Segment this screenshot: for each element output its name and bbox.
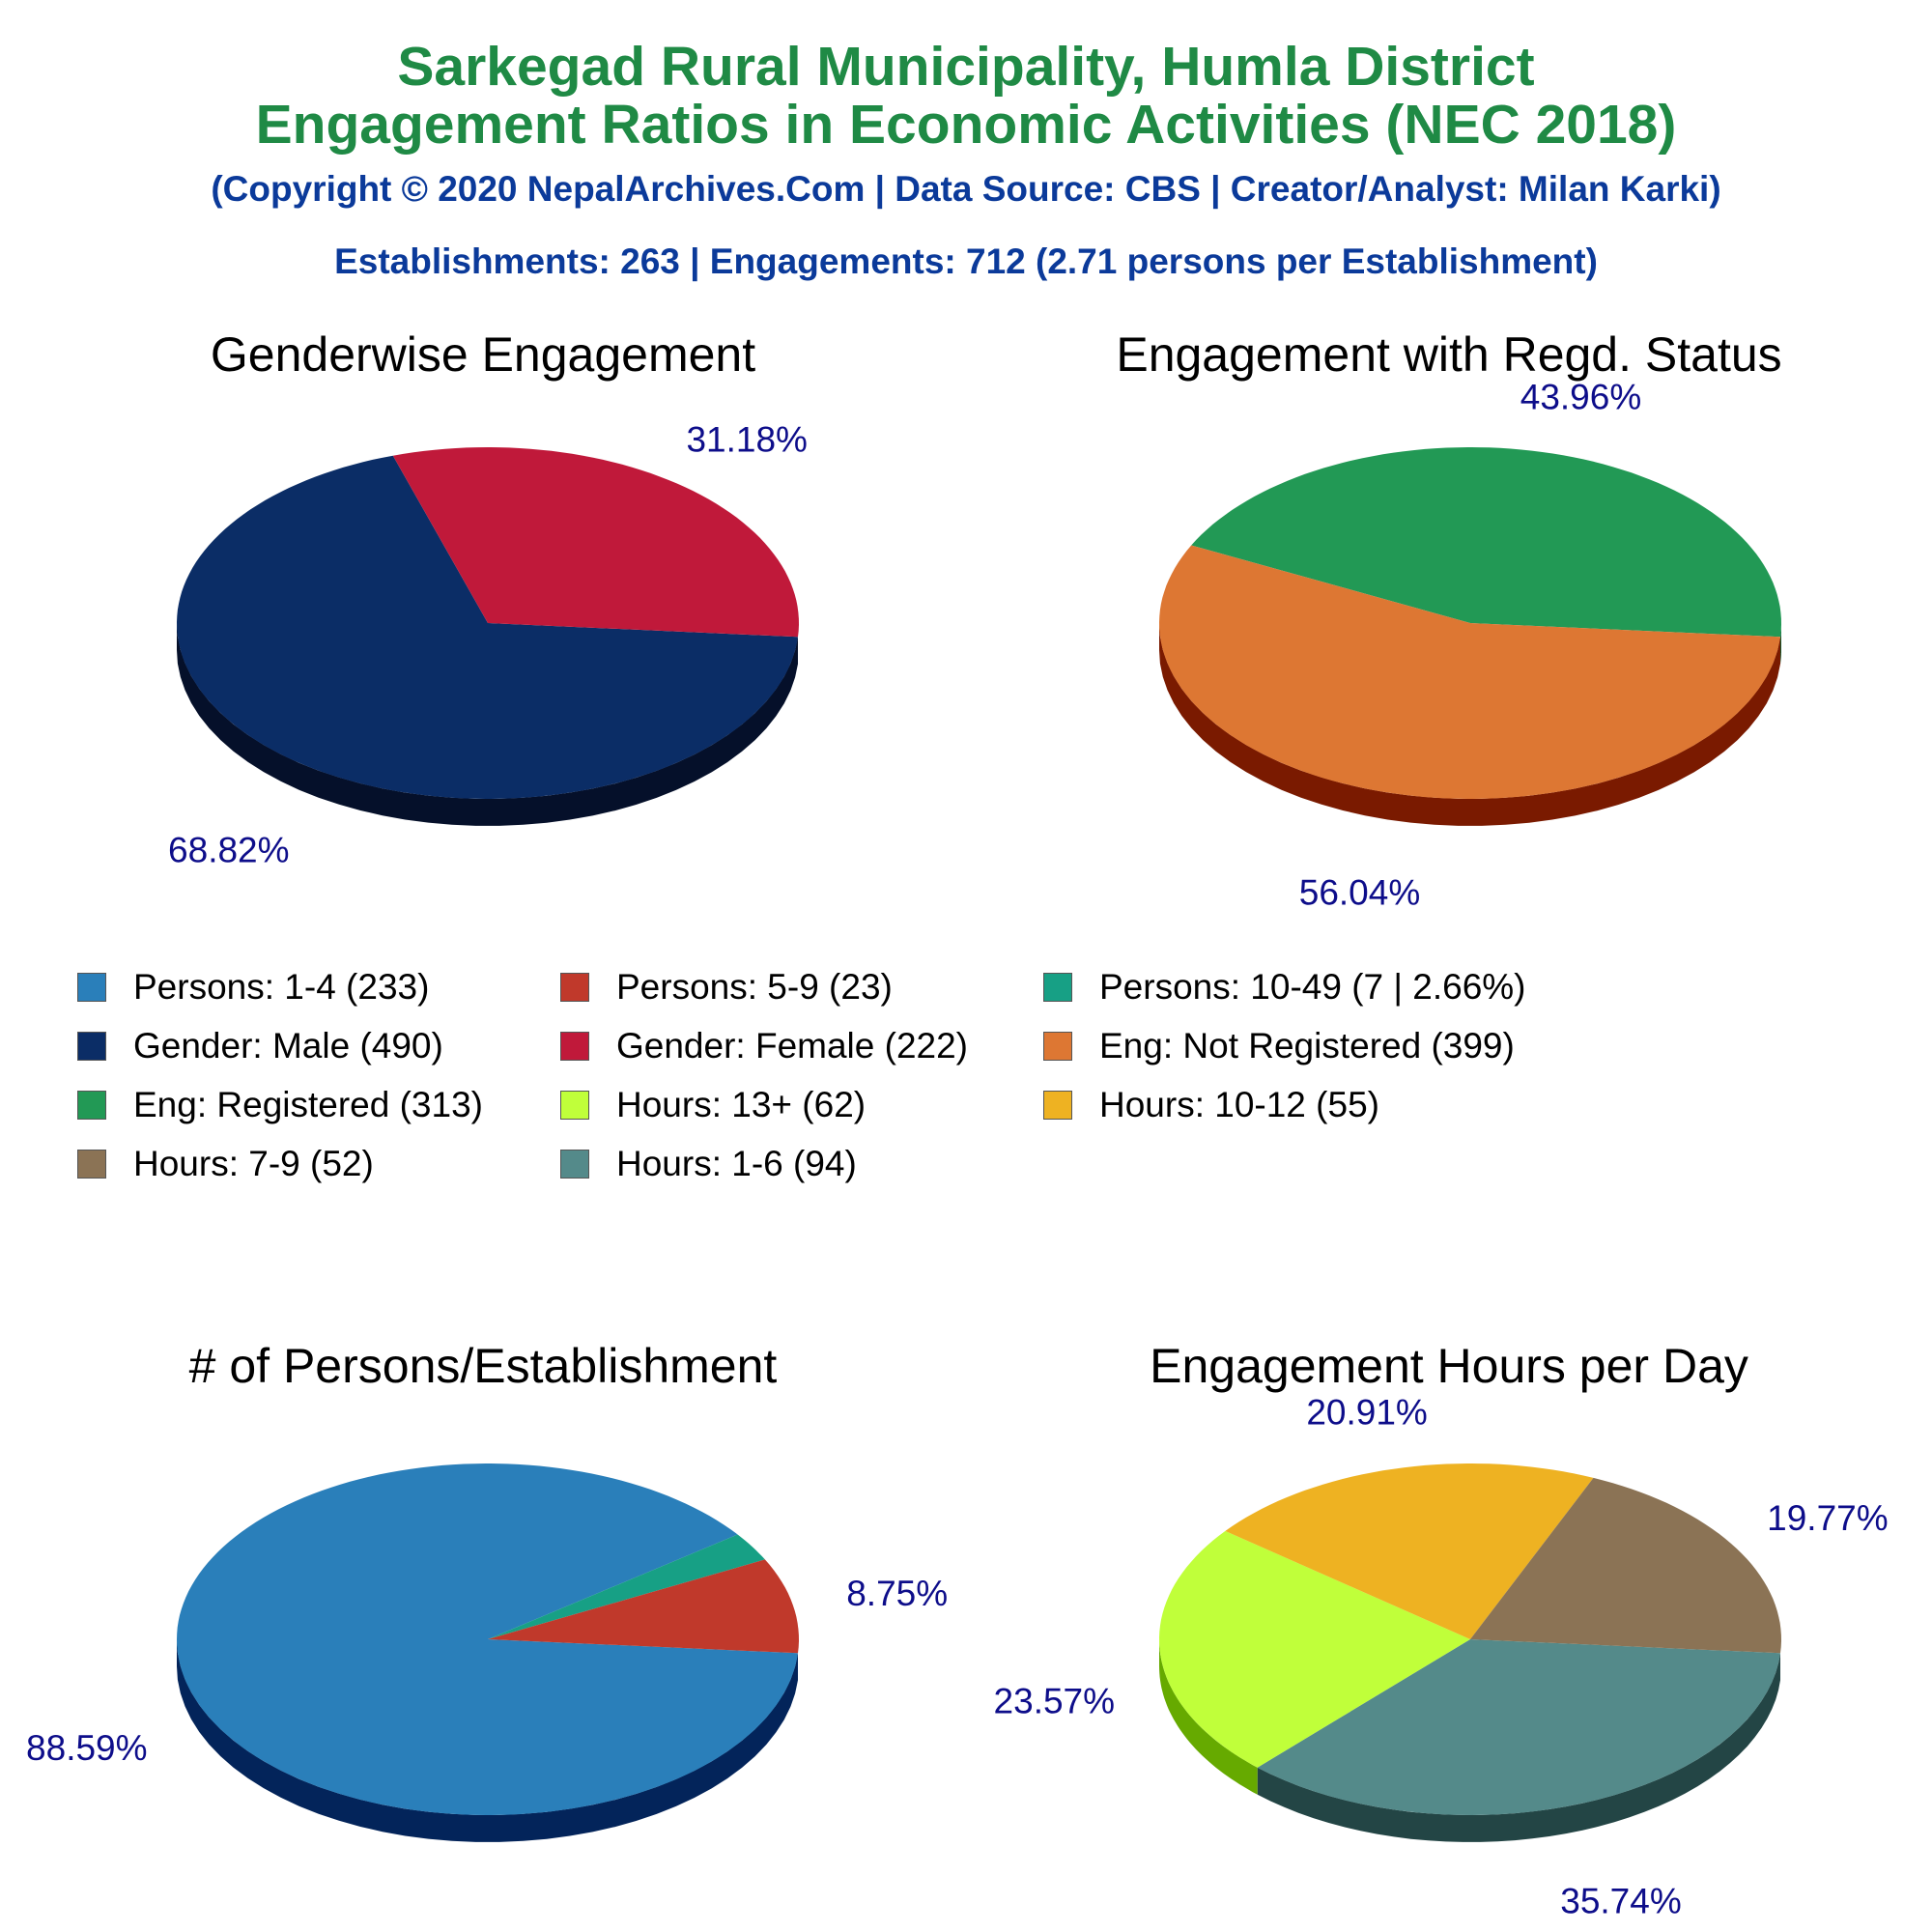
pie-slice xyxy=(1159,545,1780,799)
pie-chart: 43.96% 56.04% xyxy=(1159,378,1781,912)
pie-slice-side xyxy=(1780,623,1781,665)
pie-chart: 35.74% 23.57% 20.91% 19.77% xyxy=(994,1393,1889,1921)
main-title-line2: Engagement Ratios in Economic Activities… xyxy=(255,94,1677,156)
pie-slice-side xyxy=(1257,1653,1780,1842)
pie-slice-label: 88.59% xyxy=(26,1728,148,1768)
legend-label: Hours: 7-9 (52) xyxy=(133,1144,374,1183)
legend-label: Persons: 1-4 (233) xyxy=(133,967,430,1007)
legend-item: Persons: 5-9 (23) xyxy=(560,966,893,1009)
pie-title-regd-status: Engagement with Regd. Status xyxy=(1116,327,1782,382)
legend-label: Hours: 13+ (62) xyxy=(616,1085,867,1124)
pie-slice-label: 23.57% xyxy=(994,1682,1116,1721)
legend-swatch xyxy=(1043,1032,1072,1061)
legend-swatch xyxy=(77,1032,106,1061)
pie-slice-label: 8.75% xyxy=(846,1574,948,1613)
pie-slice-label: 68.82% xyxy=(168,831,290,870)
copyright-line: (Copyright © 2020 NepalArchives.Com | Da… xyxy=(211,169,1721,209)
legend-item: Gender: Female (222) xyxy=(560,1025,968,1067)
pie-slice xyxy=(1191,447,1781,638)
pie-chart: 68.82% 31.18% xyxy=(168,419,808,869)
pie-slice-side xyxy=(1159,1639,1258,1795)
legend-label: Persons: 10-49 (7 | 2.66%) xyxy=(1099,967,1526,1007)
legend-swatch xyxy=(77,973,106,1002)
pie-slice-label: 35.74% xyxy=(1560,1882,1682,1921)
legend-label: Gender: Female (222) xyxy=(616,1026,969,1065)
legend-label: Hours: 10-12 (55) xyxy=(1099,1085,1379,1124)
pie-title-persons: # of Persons/Establishment xyxy=(188,1339,778,1393)
legend-swatch xyxy=(1043,1091,1072,1120)
legend-item: Hours: 1-6 (94) xyxy=(560,1143,857,1185)
legend-item: Gender: Male (490) xyxy=(77,1025,443,1067)
pie-chart: 88.59% 8.75% xyxy=(26,1463,948,1842)
summary-line: Establishments: 263 | Engagements: 712 (… xyxy=(334,242,1598,281)
pie-slice xyxy=(1257,1639,1780,1815)
pie-slice xyxy=(488,1534,765,1639)
pie-slice xyxy=(392,447,799,638)
pie-slice-label: 56.04% xyxy=(1299,872,1421,912)
pie-slice-label: 31.18% xyxy=(686,419,808,459)
pie-slice-label: 20.91% xyxy=(1306,1393,1428,1433)
legend-swatch xyxy=(77,1091,106,1120)
legend-label: Hours: 1-6 (94) xyxy=(616,1144,857,1183)
pie-slice xyxy=(1159,1530,1470,1768)
pie-slice-label: 43.96% xyxy=(1520,378,1642,417)
legend-item: Hours: 10-12 (55) xyxy=(1043,1084,1379,1126)
legend-swatch xyxy=(560,1091,589,1120)
pie-title-gender: Genderwise Engagement xyxy=(210,327,756,382)
legend-swatch xyxy=(1043,973,1072,1002)
pie-slice xyxy=(488,1559,799,1654)
legend-swatch xyxy=(560,1032,589,1061)
legend-item: Hours: 7-9 (52) xyxy=(77,1143,374,1185)
legend-item: Persons: 10-49 (7 | 2.66%) xyxy=(1043,966,1526,1009)
main-title-line1: Sarkegad Rural Municipality, Humla Distr… xyxy=(397,36,1535,98)
pie-title-hours: Engagement Hours per Day xyxy=(1150,1339,1748,1393)
legend-swatch xyxy=(560,1150,589,1179)
legend-item: Eng: Not Registered (399) xyxy=(1043,1025,1515,1067)
pie-slice xyxy=(1225,1463,1594,1639)
legend-label: Eng: Registered (313) xyxy=(133,1085,483,1124)
legend-label: Eng: Not Registered (399) xyxy=(1099,1026,1515,1065)
legend-swatch xyxy=(77,1150,106,1179)
legend-label: Persons: 5-9 (23) xyxy=(616,967,893,1007)
pie-slice xyxy=(177,1463,798,1815)
legend-item: Hours: 13+ (62) xyxy=(560,1084,866,1126)
pie-slice xyxy=(177,455,798,799)
legend-label: Gender: Male (490) xyxy=(133,1026,443,1065)
legend-swatch xyxy=(560,973,589,1002)
pie-slice xyxy=(1470,1477,1781,1654)
legend-item: Eng: Registered (313) xyxy=(77,1084,483,1126)
legend-item: Persons: 1-4 (233) xyxy=(77,966,429,1009)
pie-slice-label: 19.77% xyxy=(1767,1498,1889,1538)
